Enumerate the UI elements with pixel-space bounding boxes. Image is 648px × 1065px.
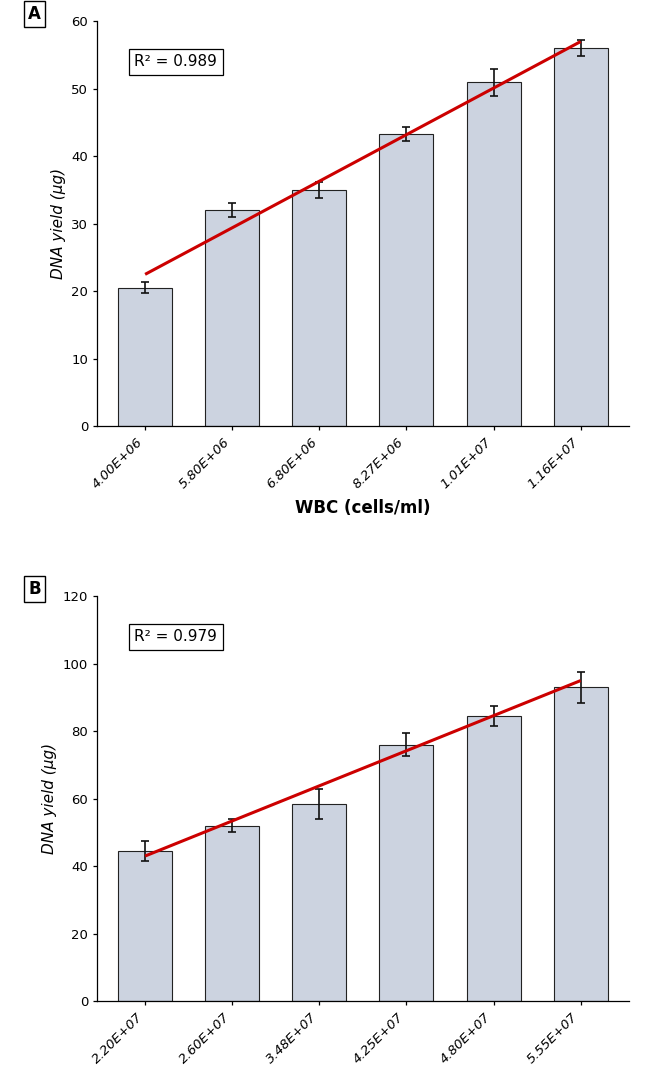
Text: R² = 0.979: R² = 0.979: [134, 629, 217, 644]
Bar: [380, 744, 434, 1001]
Bar: [553, 687, 608, 1001]
X-axis label: WBC (cells/ml): WBC (cells/ml): [295, 499, 431, 518]
Bar: [380, 134, 434, 426]
Y-axis label: DNA yield (µg): DNA yield (µg): [51, 168, 65, 279]
Text: A: A: [28, 5, 41, 23]
Bar: [118, 851, 172, 1001]
Text: R² = 0.989: R² = 0.989: [134, 54, 217, 69]
Bar: [292, 804, 346, 1001]
Bar: [467, 716, 520, 1001]
Bar: [118, 288, 172, 426]
Text: B: B: [28, 580, 41, 599]
Y-axis label: DNA yield (µg): DNA yield (µg): [42, 743, 57, 854]
Bar: [292, 190, 346, 426]
Bar: [205, 825, 259, 1001]
Bar: [553, 48, 608, 426]
Bar: [205, 210, 259, 426]
Bar: [467, 82, 520, 426]
